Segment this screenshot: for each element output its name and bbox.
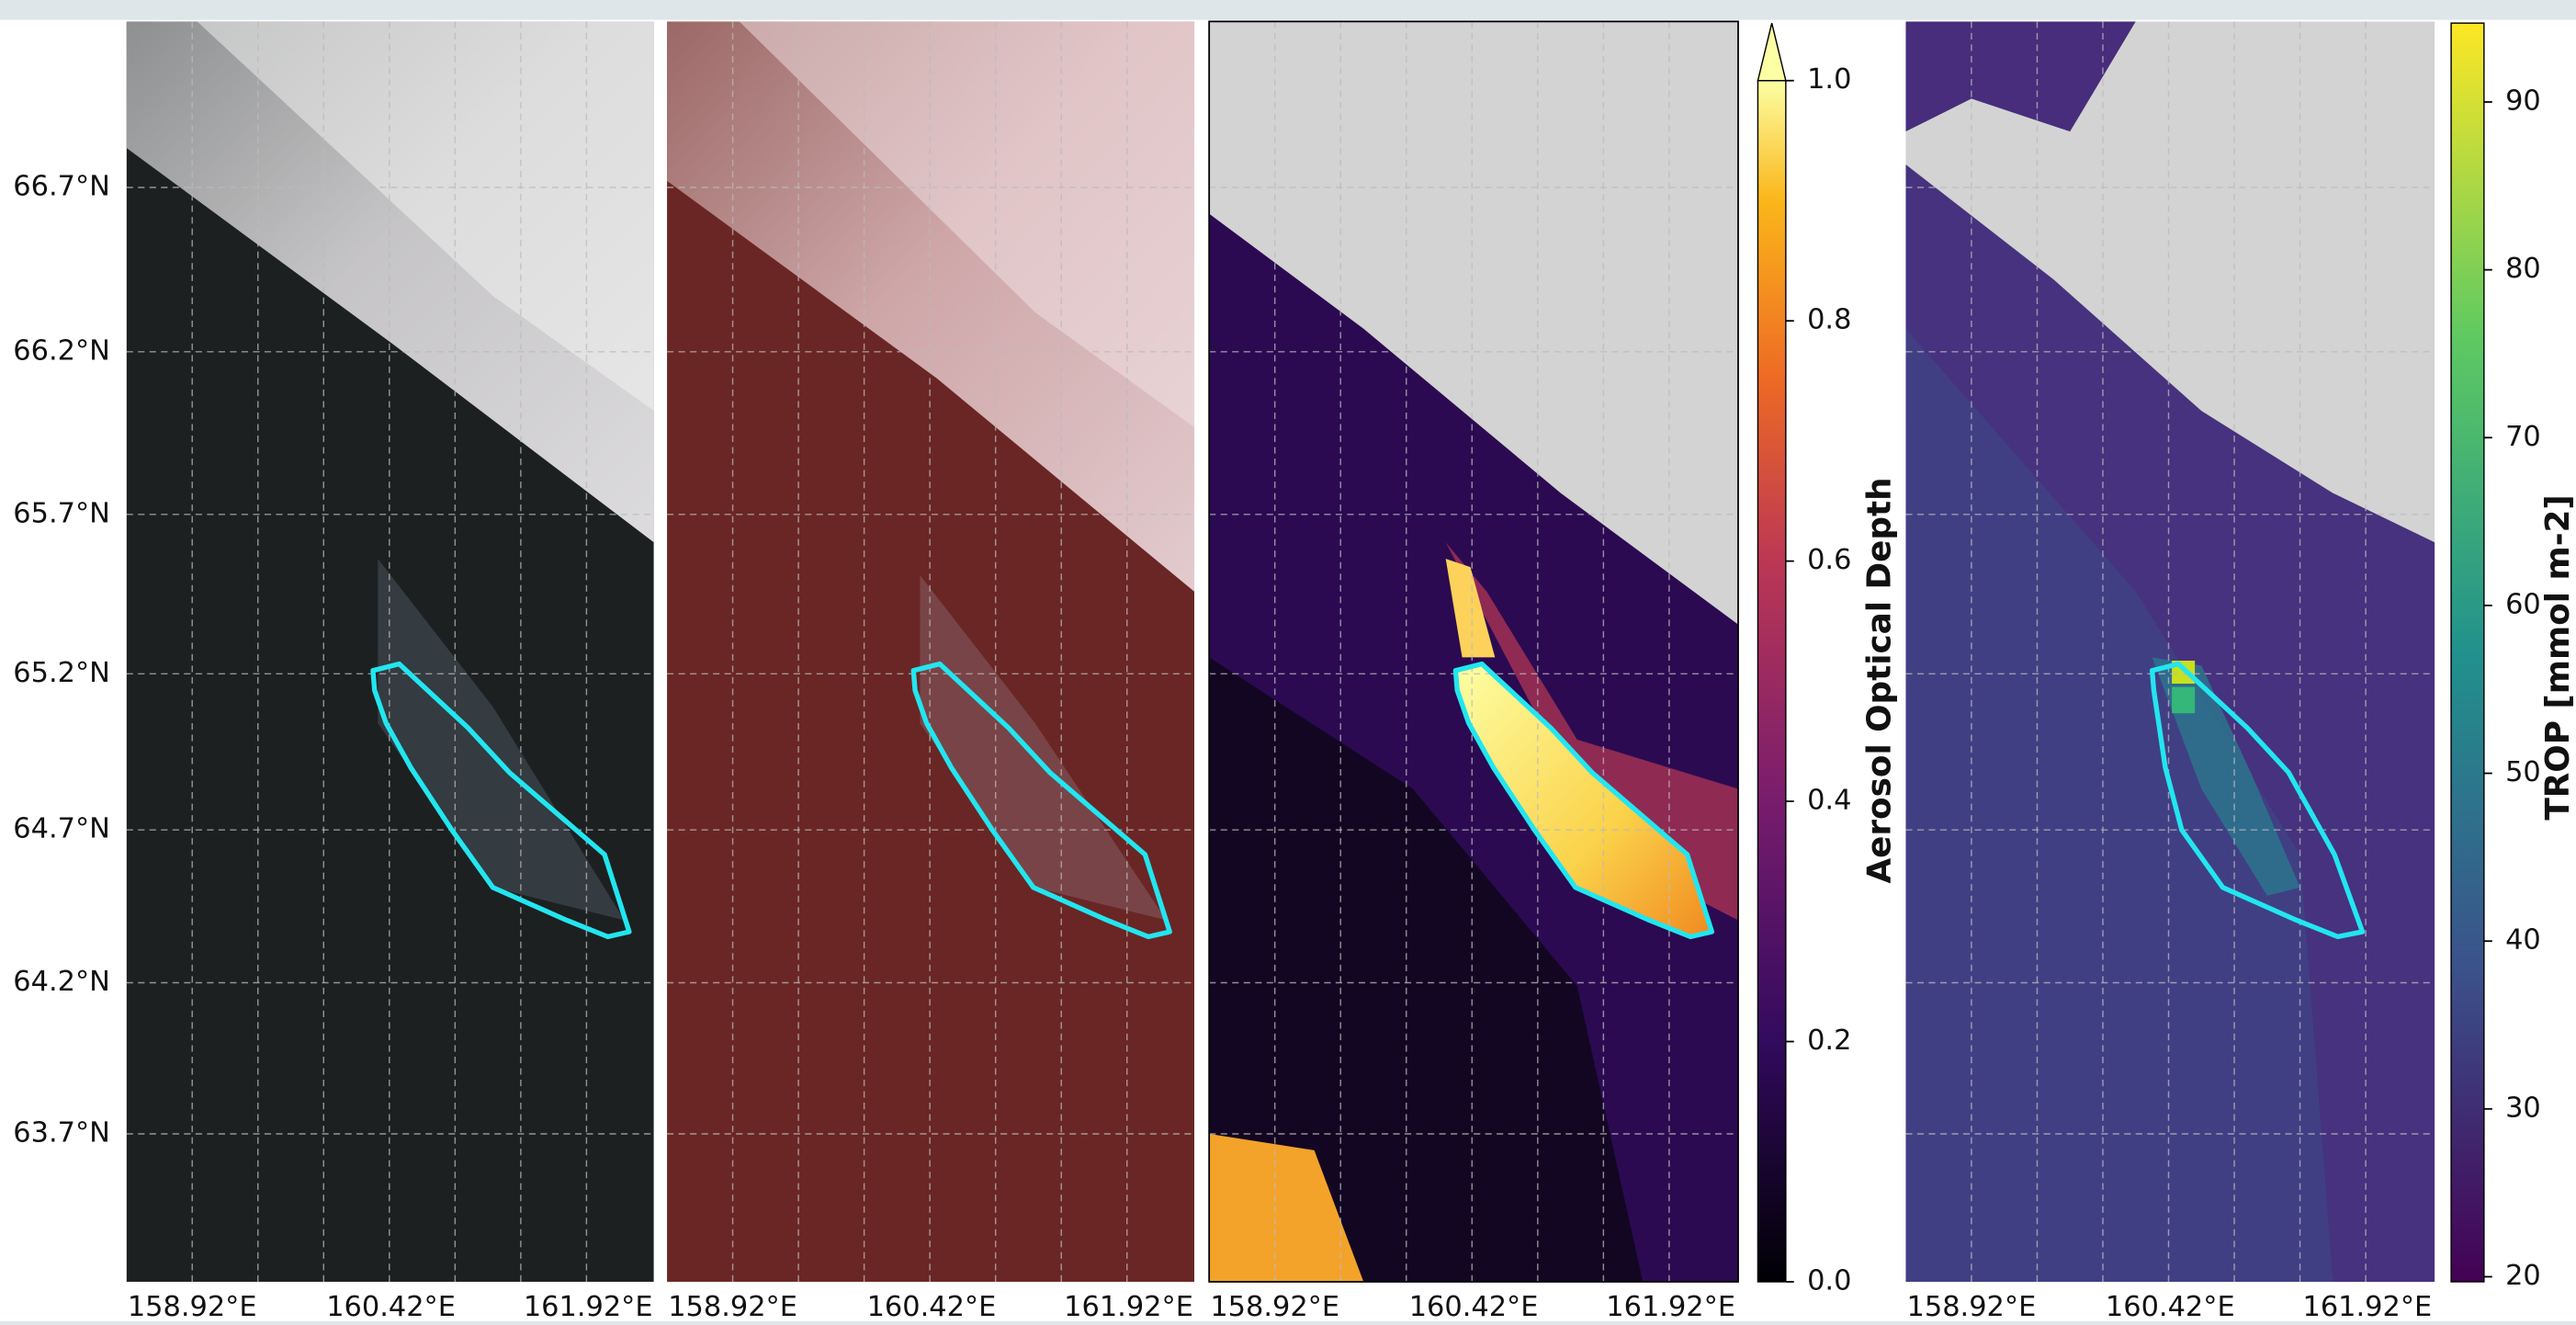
colorbar-tick-label: 70 [2505, 421, 2541, 453]
colorbar-tick-label: 0.2 [1807, 1025, 1851, 1057]
lon-tick-label: 161.92°E [1606, 1291, 1735, 1321]
panel-true-color [127, 21, 654, 1282]
colorbar-aod [1757, 81, 1785, 1282]
lon-tick-label: 158.92°E [668, 1291, 797, 1321]
lon-tick-label: 158.92°E [1907, 1291, 2037, 1321]
lon-tick-label: 161.92°E [2303, 1291, 2433, 1321]
colorbar-tick-label: 60 [2505, 588, 2541, 620]
page: {"lat_ticks": ["66.7°N", "66.2°N", "65.7… [0, 0, 2576, 1321]
colorbar-tick-label: 0.0 [1807, 1264, 1851, 1297]
figure: Aerosol Optical Depth TROP [mmol m-2] 66… [0, 0, 2576, 1321]
lat-tick-label: 66.2°N [13, 334, 110, 367]
colorbar-tick-label: 80 [2505, 253, 2541, 285]
colorbar-tick-label: 50 [2505, 756, 2541, 788]
lon-tick-label: 160.42°E [867, 1291, 997, 1321]
lat-tick-label: 66.7°N [13, 170, 110, 202]
lon-tick-label: 160.42°E [1409, 1291, 1539, 1321]
colorbar-trop [2451, 23, 2484, 1282]
panel-false-color [667, 21, 1194, 1282]
colorbar-tick-label: 90 [2505, 85, 2541, 117]
colorbar-label: TROP [mmol m-2] [2539, 494, 2576, 820]
lat-tick-label: 64.2°N [13, 966, 110, 998]
lon-tick-label: 160.42°E [2106, 1291, 2235, 1321]
panel-trop [1905, 21, 2435, 1282]
colorbar-tick-label: 40 [2505, 924, 2541, 957]
colorbar-tick-label: 30 [2505, 1092, 2541, 1124]
panel-aod [1209, 21, 1738, 1282]
lon-tick-label: 161.92°E [1064, 1291, 1193, 1321]
lat-tick-label: 65.2°N [13, 657, 110, 689]
lon-tick-label: 158.92°E [128, 1291, 257, 1321]
lat-tick-label: 65.7°N [13, 497, 110, 529]
colorbar-tick-label: 0.4 [1807, 785, 1851, 817]
colorbar-tick-label: 0.8 [1807, 304, 1851, 336]
colorbar-tick-label: 0.6 [1807, 544, 1851, 576]
lon-tick-label: 158.92°E [1210, 1291, 1339, 1321]
lon-tick-label: 160.42°E [326, 1291, 456, 1321]
colorbar-tick-label: 1.0 [1807, 63, 1851, 96]
lat-tick-label: 63.7°N [13, 1117, 110, 1149]
colorbar-tick-label: 20 [2505, 1260, 2541, 1292]
lat-tick-label: 64.7°N [13, 813, 110, 845]
colorbar-label: Aerosol Optical Depth [1861, 477, 1899, 883]
lon-tick-label: 161.92°E [524, 1291, 653, 1321]
